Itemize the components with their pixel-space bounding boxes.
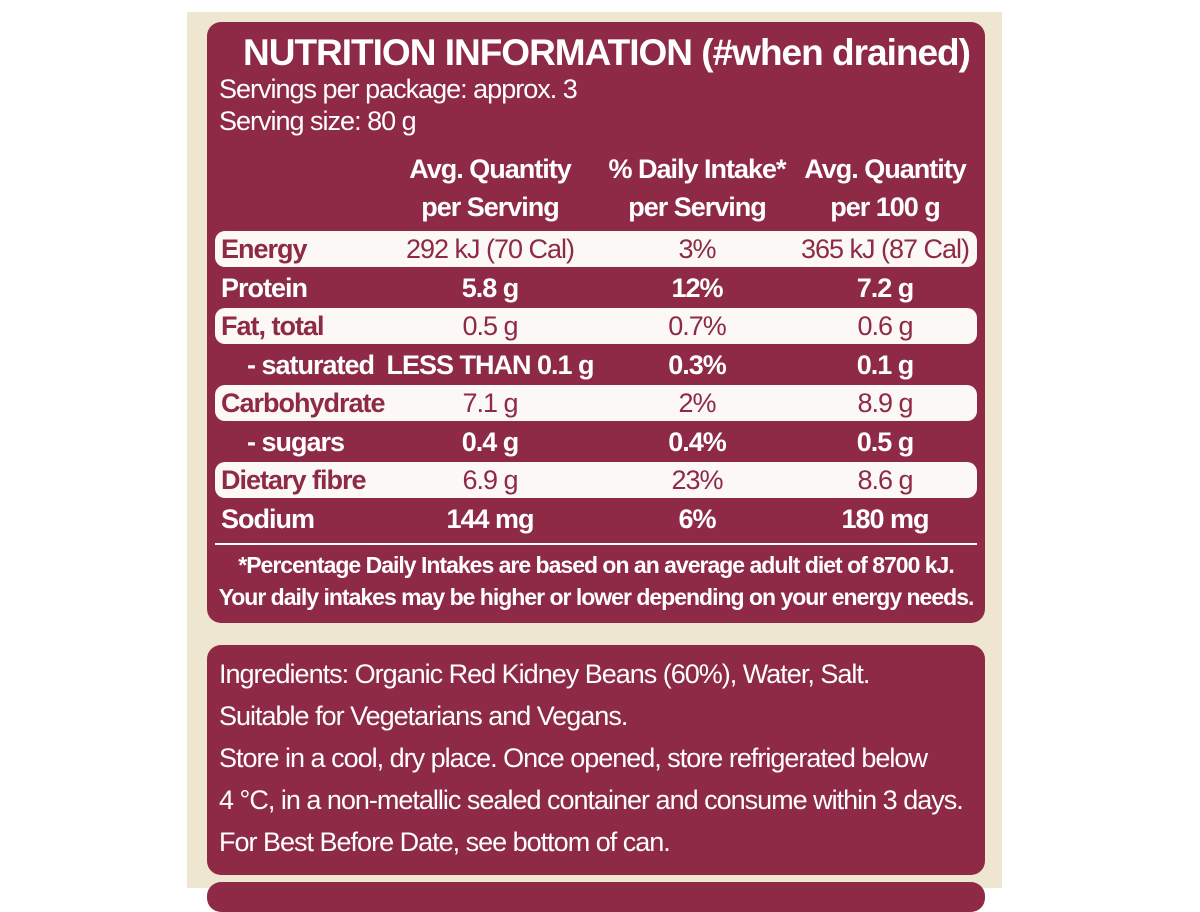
row-band	[215, 462, 977, 498]
row-value: 6.9 g	[462, 465, 518, 495]
ingredients-line: Suitable for Vegetarians and Vegans.	[219, 701, 628, 731]
servings: Servings per package: approx. 3	[219, 74, 578, 104]
nutrition-panel: NUTRITION INFORMATION (#when drained) Se…	[207, 22, 985, 623]
ingredients-line: For Best Before Date, see bottom of can.	[219, 827, 671, 857]
ingredients-line: 4 °C, in a non-metallic sealed container…	[219, 785, 964, 815]
ingredients-line: Ingredients: Organic Red Kidney Beans (6…	[219, 659, 870, 689]
footnote: Your daily intakes may be higher or lowe…	[218, 584, 975, 610]
row-label: Dietary fibre	[221, 465, 367, 495]
row-value: 0.3%	[668, 349, 727, 380]
row-band	[215, 308, 977, 344]
row-label: Protein	[221, 272, 308, 303]
row-value: 0.5 g	[462, 311, 518, 341]
next-panel	[207, 882, 985, 912]
row-value: 292 kJ (70 Cal)	[405, 234, 575, 264]
row-value: 0.5 g	[856, 426, 915, 457]
row-value: 0.1 g	[856, 349, 915, 380]
row-label: - sugars	[247, 426, 345, 457]
row-value: 0.4%	[668, 426, 727, 457]
ingredients-line: Store in a cool, dry place. Once opened,…	[219, 743, 928, 773]
column-header: % Daily Intake* per Serving	[608, 154, 786, 222]
footnote: *Percentage Daily Intakes are based on a…	[238, 552, 954, 578]
row-band	[215, 385, 977, 421]
row-value: 0.6 g	[857, 311, 913, 341]
row-value: 5.8 g	[461, 272, 520, 303]
row-label: Energy	[221, 234, 308, 264]
row-value: 0.7%	[668, 311, 727, 341]
row-value: 6%	[678, 503, 716, 534]
row-value: LESS THAN 0.1 g	[386, 349, 594, 380]
ingredients-panel: Ingredients: Organic Red Kidney Beans (6…	[207, 645, 985, 875]
row-value: 8.6 g	[857, 465, 913, 495]
row-band	[215, 231, 977, 267]
serving-size: Serving size: 80 g	[219, 106, 417, 136]
row-label: - saturated	[247, 349, 375, 380]
row-value: 365 kJ (87 Cal)	[800, 234, 970, 264]
row-value: 180 mg	[841, 503, 929, 534]
row-value: 23%	[671, 465, 723, 495]
row-value: 7.1 g	[462, 388, 518, 418]
row-label: Sodium	[221, 503, 315, 534]
row-label: Fat, total	[221, 311, 324, 341]
column-header: Avg. Quantity per Serving	[409, 154, 572, 222]
row-label: Carbohydrate	[221, 388, 386, 418]
footnote-divider	[215, 543, 977, 545]
row-value: 0.4 g	[461, 426, 520, 457]
row-value: 2%	[678, 388, 716, 418]
row-value: 12%	[671, 272, 723, 303]
row-value: 8.9 g	[857, 388, 913, 418]
row-value: 144 mg	[446, 503, 534, 534]
row-value: 7.2 g	[856, 272, 915, 303]
title: NUTRITION INFORMATION (#when drained)	[243, 32, 971, 73]
row-value: 3%	[678, 234, 716, 264]
column-header: Avg. Quantity per 100 g	[804, 154, 967, 222]
